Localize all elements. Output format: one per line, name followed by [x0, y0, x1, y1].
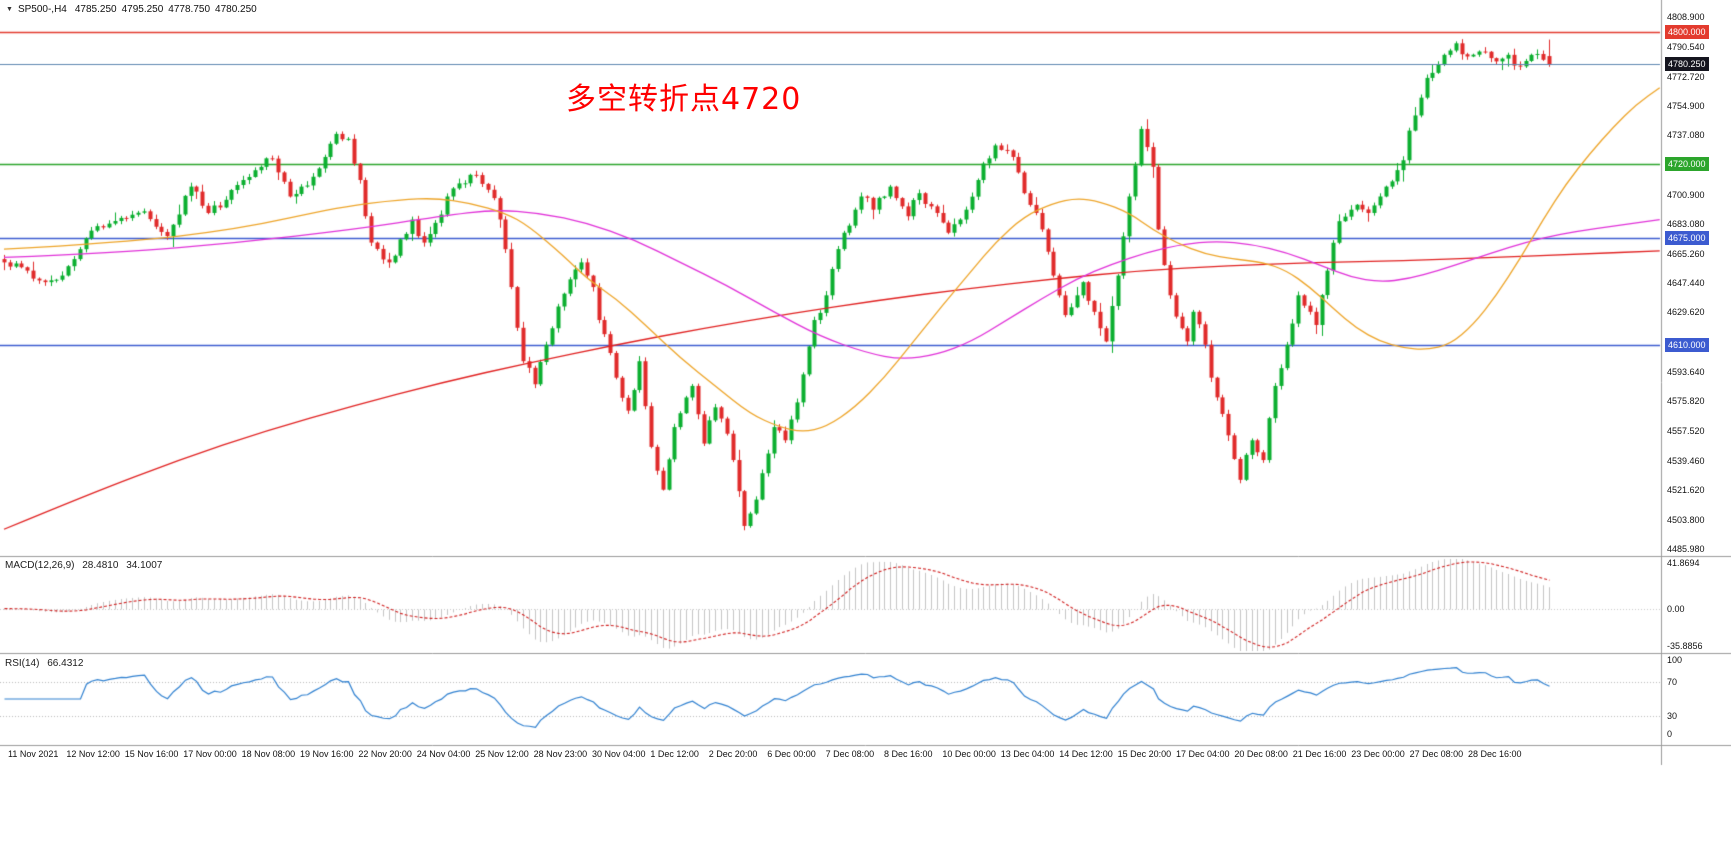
- time-axis-label: 1 Dec 12:00: [650, 749, 699, 759]
- ohlc-high-value: 4795.250: [121, 4, 164, 15]
- price-axis-label: 4485.980: [1667, 544, 1705, 555]
- rsi-axis-label: 70: [1667, 676, 1678, 687]
- price-axis-label: 4772.720: [1667, 71, 1705, 82]
- price-axis-label: 4575.820: [1667, 396, 1705, 407]
- rsi-title: RSI(14): [5, 658, 40, 669]
- price-axis-label: 4790.540: [1667, 42, 1705, 53]
- price-axis-label: 4593.640: [1667, 366, 1705, 377]
- time-axis-label: 21 Dec 16:00: [1292, 749, 1347, 759]
- price-axis-label: 4503.800: [1667, 514, 1705, 525]
- time-axis-label: 20 Dec 08:00: [1234, 749, 1288, 759]
- price-axis-badge: 4800.000: [1665, 24, 1709, 39]
- ohlc-open-value: 4785.250: [74, 4, 117, 15]
- price-axis-label: 4665.260: [1667, 248, 1705, 259]
- price-axis-label: 4539.460: [1667, 455, 1705, 466]
- time-axis-label: 8 Dec 16:00: [884, 749, 933, 759]
- time-axis-label: 15 Nov 16:00: [124, 749, 179, 759]
- time-axis-label: 22 Nov 20:00: [358, 749, 412, 759]
- symbol-info-bar: ▼ SP500-,H4 4785.250 4795.250 4778.750 4…: [6, 4, 262, 15]
- macd-axis-label: 41.8694: [1667, 558, 1700, 568]
- price-axis-label: 4700.900: [1667, 190, 1705, 200]
- ohlc-low-value: 4778.750: [168, 4, 211, 15]
- time-scale[interactable]: 11 Nov 2021 12 Nov 12:00 15 Nov 16:00 17 No…: [0, 749, 1731, 765]
- chart-expander-icon[interactable]: ▼: [6, 6, 13, 13]
- time-axis-label: 12 Nov 12:00: [66, 749, 120, 759]
- time-axis-label: 28 Dec 16:00: [1468, 749, 1522, 759]
- price-axis-label: 4754.900: [1667, 101, 1705, 112]
- price-axis-label: 4521.620: [1667, 485, 1705, 496]
- price-axis-label: 4683.080: [1667, 219, 1705, 230]
- rsi-axis-label: 100: [1667, 655, 1683, 665]
- rsi-axis-label: 0: [1667, 729, 1673, 739]
- time-axis-label: 19 Nov 16:00: [300, 749, 354, 759]
- time-axis-label: 17 Nov 00:00: [183, 749, 237, 759]
- time-axis-label: 28 Nov 23:00: [533, 749, 588, 759]
- time-axis-label: 15 Dec 20:00: [1117, 749, 1172, 759]
- symbol-timeframe-label: SP500-,H4: [17, 4, 67, 15]
- time-axis-label: 25 Nov 12:00: [475, 749, 529, 759]
- macd-title: MACD(12,26,9): [5, 560, 75, 571]
- time-axis-label: 11 Nov 2021: [8, 749, 59, 759]
- time-axis-label: 2 Dec 20:00: [708, 749, 758, 759]
- rsi-value: 66.4312: [47, 658, 84, 669]
- time-axis-label: 17 Dec 04:00: [1176, 749, 1230, 759]
- price-axis-badge: 4610.000: [1665, 337, 1709, 352]
- time-axis-label: 14 Dec 12:00: [1059, 749, 1113, 759]
- time-axis-label: 6 Dec 00:00: [767, 749, 816, 759]
- time-axis-label: 23 Dec 00:00: [1351, 749, 1405, 759]
- time-axis-label: 7 Dec 08:00: [825, 749, 875, 759]
- time-axis-label: 10 Dec 00:00: [942, 749, 996, 759]
- price-axis-badge: 4720.000: [1665, 156, 1709, 171]
- rsi-indicator-label: RSI(14) 66.4312: [5, 658, 88, 669]
- price-axis-badge: 4780.250: [1665, 57, 1709, 72]
- macd-axis-label: 0.00: [1667, 603, 1685, 614]
- macd-axis-label: -35.8856: [1667, 641, 1703, 651]
- time-axis-label: 30 Nov 04:00: [592, 749, 646, 759]
- price-axis-badge: 4675.000: [1665, 230, 1709, 245]
- macd-signal-value: 34.1007: [126, 560, 163, 571]
- price-axis-label: 4629.620: [1667, 307, 1705, 318]
- time-axis-label: 13 Dec 04:00: [1000, 749, 1055, 759]
- price-axis-label: 4557.520: [1667, 426, 1705, 437]
- time-axis-label: 27 Dec 08:00: [1409, 749, 1464, 759]
- ohlc-close-value: 4780.250: [215, 4, 257, 15]
- time-axis-label: 18 Nov 08:00: [241, 749, 296, 759]
- price-scale[interactable]: 4808.900 4790.540 4772.720 4754.900 4737.080…: [1663, 0, 1731, 766]
- price-axis-label: 4808.900: [1667, 12, 1705, 23]
- macd-indicator-label: MACD(12,26,9) 28.4810 34.1007: [5, 560, 167, 571]
- time-axis-label: 24 Nov 04:00: [416, 749, 471, 759]
- chart-annotation-text: 多空转折点4720: [566, 82, 802, 117]
- price-axis-label: 4647.440: [1667, 278, 1705, 289]
- macd-main-value: 28.4810: [82, 560, 119, 571]
- price-axis-label: 4737.080: [1667, 130, 1705, 141]
- rsi-axis-label: 30: [1667, 711, 1678, 722]
